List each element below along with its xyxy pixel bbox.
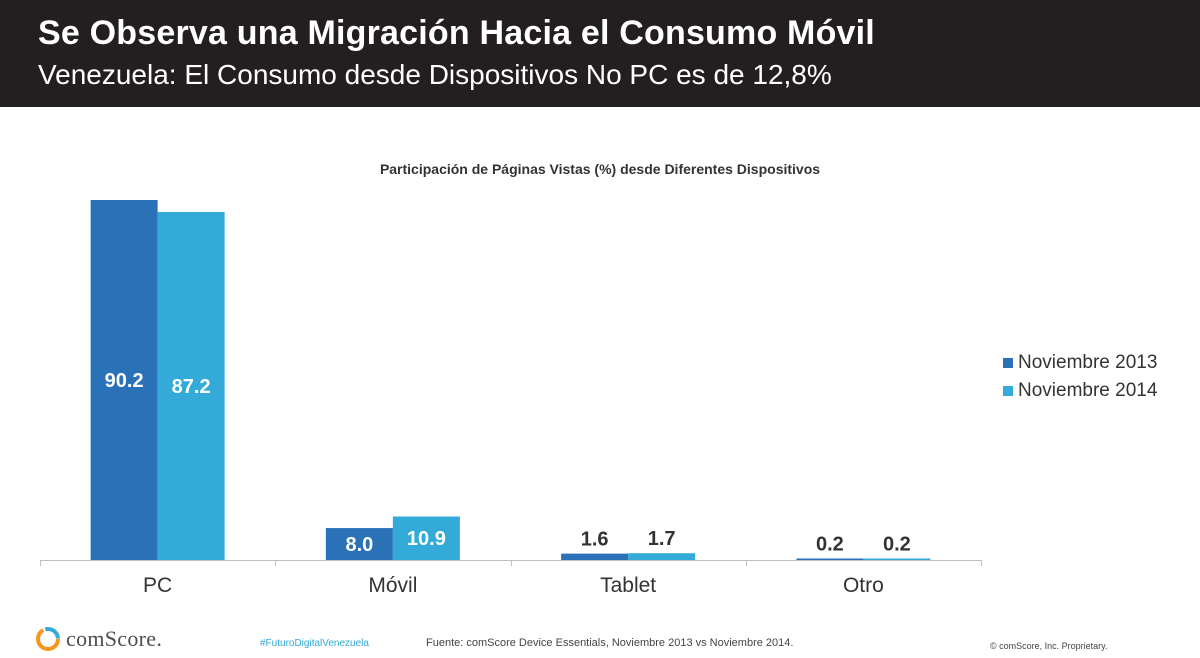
chart-legend: Noviembre 2013 Noviembre 2014 (1003, 350, 1157, 406)
data-label-otro-2013: 0.2 (816, 534, 844, 556)
data-label-pc-2014: 87.2 (172, 376, 211, 398)
comscore-logo: comScore. (36, 626, 162, 652)
bar-móvil-2013 (325, 528, 393, 560)
bar-pc-2013 (90, 200, 158, 560)
header-banner: Se Observa una Migración Hacia el Consum… (0, 0, 1200, 107)
x-tick-label-otro: Otro (843, 574, 884, 597)
page-subtitle: Venezuela: El Consumo desde Dispositivos… (38, 59, 832, 90)
comscore-logo-icon (36, 627, 60, 651)
source-note: Fuente: comScore Device Essentials, Novi… (426, 637, 794, 649)
bar-otro-2014 (863, 558, 931, 560)
copyright-note: © comScore, Inc. Proprietary. (990, 641, 1108, 651)
bar-otro-2013 (796, 558, 864, 560)
data-label-móvil-2014: 10.9 (407, 528, 446, 550)
legend-item-2013: Noviembre 2013 (1003, 350, 1157, 376)
data-label-pc-2013: 90.2 (105, 370, 144, 392)
bar-tablet-2014 (628, 553, 696, 560)
legend-swatch-2013 (1003, 358, 1013, 368)
x-tick-label-tablet: Tablet (600, 574, 656, 597)
x-tick-label-móvil: Móvil (368, 574, 417, 597)
legend-item-2014: Noviembre 2014 (1003, 378, 1157, 404)
chart-title: Participación de Páginas Vistas (%) desd… (379, 161, 821, 177)
data-label-móvil-2013: 8.0 (345, 534, 373, 556)
data-label-tablet-2013: 1.6 (581, 529, 609, 551)
data-label-otro-2014: 0.2 (883, 534, 911, 556)
legend-swatch-2014 (1003, 386, 1013, 396)
bar-tablet-2013 (561, 553, 629, 560)
legend-label-2013: Noviembre 2013 (1018, 352, 1158, 373)
page-title: Se Observa una Migración Hacia el Consum… (38, 14, 875, 52)
bar-pc-2014 (157, 211, 225, 560)
logo-text: comScore. (66, 626, 163, 651)
legend-label-2014: Noviembre 2014 (1018, 380, 1158, 401)
hashtag-link[interactable]: #FuturoDigitalVenezuela (260, 638, 369, 649)
bar-móvil-2014 (392, 516, 460, 560)
x-tick-label-pc: PC (143, 574, 172, 597)
data-label-tablet-2014: 1.7 (648, 528, 676, 550)
